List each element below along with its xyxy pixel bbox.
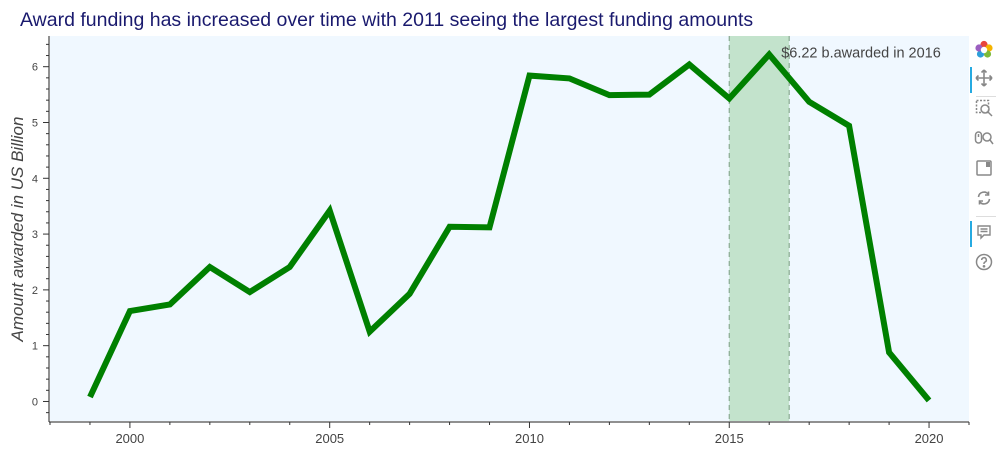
y-tick-label-1: 1	[32, 341, 38, 353]
data-point-2014[interactable]	[686, 61, 692, 67]
data-point-2007[interactable]	[407, 291, 413, 297]
data-point-2018[interactable]	[846, 123, 852, 129]
y-tick-label-3: 3	[32, 229, 38, 241]
x-tick-label-2005: 2005	[315, 431, 344, 446]
y-tick-label-6: 6	[32, 62, 38, 74]
y-tick-label-4: 4	[32, 173, 38, 185]
data-point-1999[interactable]	[87, 394, 93, 400]
data-point-2002[interactable]	[207, 264, 213, 270]
y-tick-label-2: 2	[32, 285, 38, 297]
data-point-2005[interactable]	[327, 208, 333, 214]
x-tick-label-2015: 2015	[715, 431, 744, 446]
data-point-2012[interactable]	[606, 92, 612, 98]
plot-area	[50, 36, 969, 421]
y-tick-label-0: 0	[32, 396, 38, 408]
x-tick-label-2020: 2020	[915, 431, 944, 446]
data-point-2006[interactable]	[367, 329, 373, 335]
data-point-2004[interactable]	[287, 264, 293, 270]
hover-icon[interactable]	[968, 218, 1000, 247]
highlight-band	[729, 36, 790, 421]
data-point-2011[interactable]	[566, 75, 572, 81]
peak-annotation: $6.22 b.awarded in 2016	[781, 45, 941, 61]
x-tick-label-2010: 2010	[515, 431, 544, 446]
box-zoom-icon[interactable]	[968, 94, 1000, 122]
wheel-zoom-icon[interactable]	[968, 124, 1000, 152]
bokeh-logo-icon[interactable]	[968, 36, 1000, 64]
data-point-2013[interactable]	[646, 92, 652, 98]
help-icon[interactable]	[968, 248, 1000, 276]
data-point-2008[interactable]	[447, 224, 453, 230]
reset-icon[interactable]	[968, 184, 1000, 212]
data-point-2015[interactable]	[726, 95, 732, 101]
data-point-2000[interactable]	[127, 308, 133, 314]
data-point-2020[interactable]	[926, 397, 932, 403]
data-point-2017[interactable]	[806, 99, 812, 105]
data-point-2016[interactable]	[766, 51, 772, 57]
data-point-2010[interactable]	[526, 73, 532, 79]
chart-title: Award funding has increased over time wi…	[20, 9, 754, 31]
data-point-2019[interactable]	[886, 349, 892, 355]
data-point-2001[interactable]	[167, 301, 173, 307]
x-tick-label-2000: 2000	[115, 431, 144, 446]
data-point-2003[interactable]	[247, 289, 253, 295]
data-point-2009[interactable]	[487, 224, 493, 230]
y-axis-label: Amount awarded in US Billion	[8, 117, 27, 343]
save-icon[interactable]	[968, 154, 1000, 182]
pan-icon[interactable]	[968, 64, 1000, 93]
y-tick-label-5: 5	[32, 117, 38, 129]
series-line-0	[87, 49, 932, 403]
